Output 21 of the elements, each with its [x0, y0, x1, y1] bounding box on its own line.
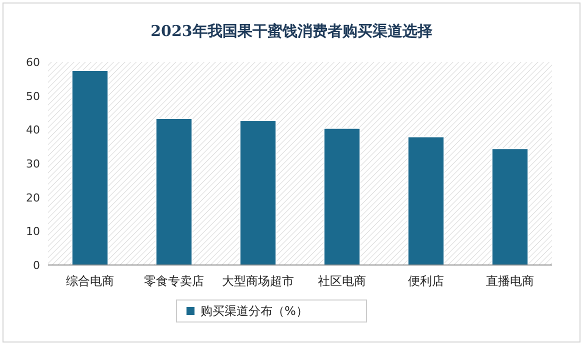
bar [71, 70, 109, 266]
bar [491, 148, 529, 266]
x-tick-label: 社区电商 [318, 274, 366, 288]
x-tick-label: 大型商场超市 [222, 274, 294, 288]
y-tick-label: 20 [26, 191, 40, 204]
bar [155, 118, 193, 266]
legend-label: 购买渠道分布（%） [200, 304, 308, 318]
x-tick-label: 综合电商 [66, 274, 114, 288]
chart-title: 2023年我国果干蜜饯消费者购买渠道选择 [150, 22, 432, 40]
bar [239, 120, 277, 266]
x-tick-label: 便利店 [408, 274, 444, 288]
y-tick-label: 10 [26, 225, 40, 238]
x-tick-label: 直播电商 [486, 274, 534, 288]
bar [323, 128, 361, 266]
bar [407, 136, 445, 266]
y-tick-label: 40 [26, 124, 40, 137]
y-tick-label: 0 [33, 259, 40, 272]
y-tick-label: 30 [26, 158, 40, 170]
y-tick-label: 60 [26, 56, 40, 69]
y-tick-label: 50 [26, 90, 40, 103]
x-tick-label: 零食专卖店 [144, 274, 204, 288]
